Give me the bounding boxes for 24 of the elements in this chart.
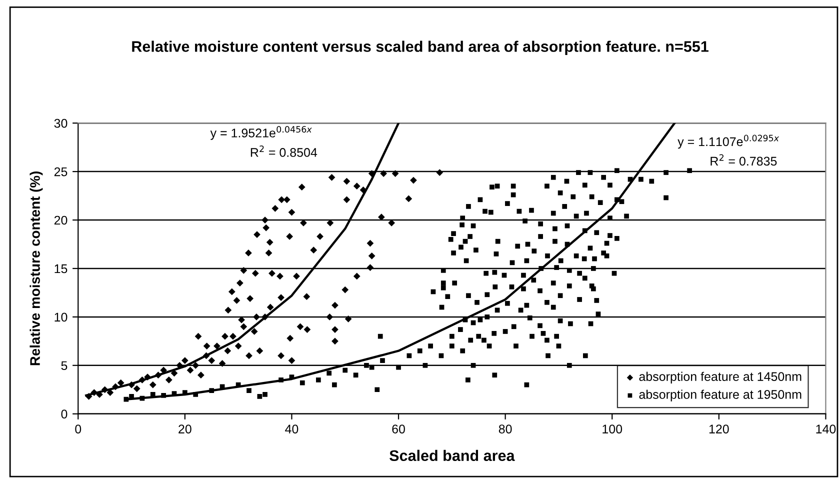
x-tick-label: 140 — [816, 424, 836, 434]
x-tick-label: 20 — [178, 424, 192, 434]
annotation: y = 1.1107e$^{0.0295x}$ — [678, 134, 780, 149]
y-tick-label: 10 — [54, 312, 68, 322]
annotation: R$^{2}$ = 0.7835 — [710, 154, 777, 166]
x-tick-label: 100 — [602, 424, 622, 434]
legend-label: absorption feature at 1450nm — [639, 372, 802, 384]
x-tick-label: 0 — [75, 424, 82, 434]
y-tick-label: 25 — [54, 167, 68, 176]
annotation: y = 1.9521e$^{0.0456x}$ — [210, 126, 312, 140]
x-tick-label: 120 — [709, 424, 729, 434]
annotation: R$^{2}$ = 0.8504 — [250, 146, 318, 157]
chart-title: Relative moisture content versus scaled band area of absorption feature. n=551 — [132, 40, 708, 55]
y-tick-label: 15 — [54, 264, 68, 274]
legend-label: absorption feature at 1950nm — [639, 390, 802, 402]
y-tick-label: 0 — [61, 410, 68, 419]
x-tick-label: 40 — [285, 424, 298, 434]
x-tick-label: 80 — [498, 424, 512, 434]
y-tick-label: 20 — [54, 216, 68, 225]
y-axis-title: Relative moisture content (%) — [30, 172, 43, 366]
x-tick-label: 60 — [392, 424, 405, 434]
x-axis-title: Scaled band area — [390, 450, 515, 462]
y-tick-label: 30 — [54, 118, 68, 128]
y-tick-label: 5 — [61, 361, 68, 370]
